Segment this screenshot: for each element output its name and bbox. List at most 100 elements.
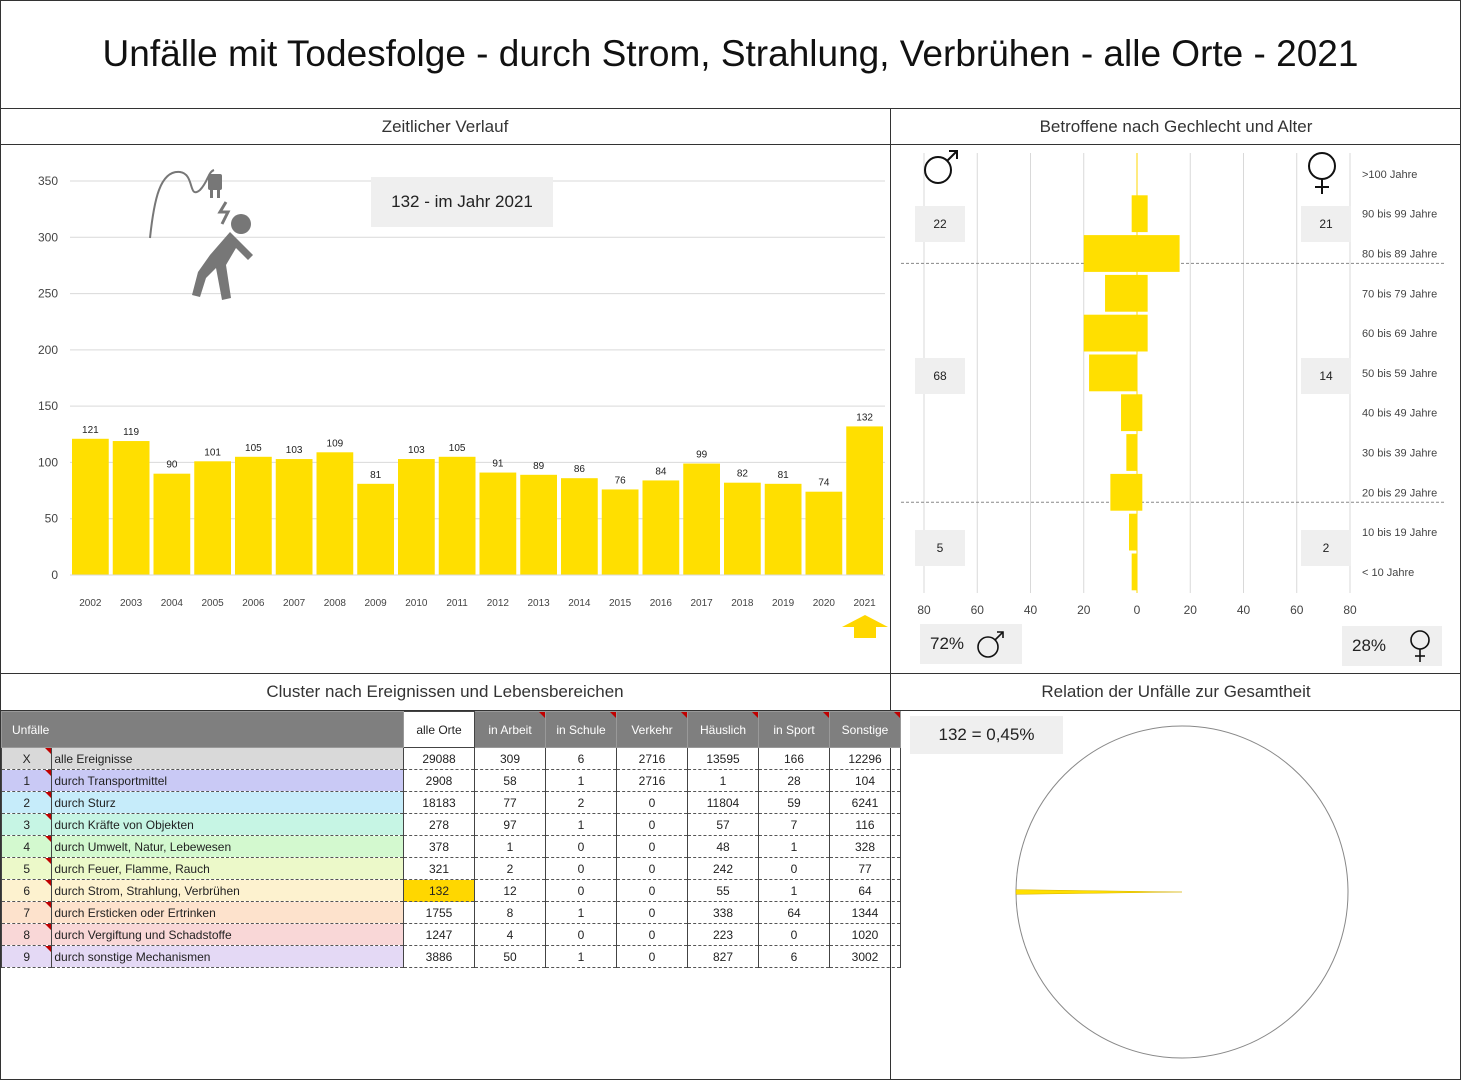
table-row: 9 durch sonstige Mechanismen 3886 50 1 0 827 6 3… — [0, 945, 901, 968]
relation-pie-chart — [1015, 725, 1349, 1059]
table-cell: 0 — [758, 857, 830, 880]
x-tick-label: 2004 — [161, 598, 184, 609]
table-cell: 0 — [616, 901, 688, 924]
female-symbol-icon — [1308, 152, 1336, 194]
table-cell: 50 — [474, 945, 546, 968]
male-bar — [1083, 314, 1137, 352]
row-index: 4 — [0, 835, 53, 858]
table-cell: 97 — [474, 813, 546, 836]
female-share-box: 28% — [1342, 626, 1442, 666]
row-label: durch sonstige Mechanismen — [51, 945, 404, 968]
table-row: 6 durch Strom, Strahlung, Verbrühen 132 12 0… — [0, 879, 901, 902]
cluster-section-title: Cluster nach Ereignissen und Lebensberei… — [266, 682, 624, 701]
table-header-sonstige: Sonstige — [829, 711, 901, 748]
female-total-under20: 2 — [1301, 530, 1351, 566]
table-cell: 1 — [687, 769, 759, 792]
bar — [479, 472, 517, 575]
x-tick-label: 2011 — [446, 598, 468, 609]
age-category-label: 10 bis 19 Jahre — [1362, 527, 1437, 539]
table-cell: 1755 — [403, 901, 475, 924]
table-cell: 278 — [403, 813, 475, 836]
table-cell: 12 — [474, 879, 546, 902]
data-label: 132 — [856, 412, 873, 423]
x-tick-label: 2005 — [202, 598, 225, 609]
row-index: 7 — [0, 901, 53, 924]
x-tick-label: 2013 — [528, 598, 551, 609]
male-bar — [1126, 434, 1137, 471]
table-cell: 1 — [758, 835, 830, 858]
table-cell: 0 — [545, 879, 617, 902]
table-cell: 0 — [545, 923, 617, 946]
table-cell: 309 — [474, 747, 546, 770]
table-row: 7 durch Ersticken oder Ertrinken 1755 8 1 0 33… — [0, 901, 901, 924]
row-index: 6 — [0, 879, 53, 902]
x-tick-label: 60 — [971, 603, 985, 617]
row-index: 1 — [0, 769, 53, 792]
row-label: durch Transportmittel — [51, 769, 404, 792]
x-tick-label: 2019 — [772, 598, 795, 609]
relation-section-title: Relation der Unfälle zur Gesamtheit — [1041, 682, 1311, 701]
row-index: 3 — [0, 813, 53, 836]
row-label: durch Umwelt, Natur, Lebewesen — [51, 835, 404, 858]
female-bar — [1137, 314, 1148, 352]
male-bar — [1110, 473, 1137, 511]
female-bar — [1137, 195, 1148, 233]
divider — [0, 144, 1461, 145]
table-cell: 0 — [616, 791, 688, 814]
age-category-label: 50 bis 59 Jahre — [1362, 368, 1437, 380]
y-tick-label: 250 — [38, 287, 58, 301]
bar — [642, 480, 680, 575]
data-label: 101 — [204, 447, 221, 458]
x-tick-label: 20 — [1077, 603, 1091, 617]
table-cell: 166 — [758, 747, 830, 770]
table-cell: 2716 — [616, 747, 688, 770]
table-cell: 3002 — [829, 945, 901, 968]
table-cell: 827 — [687, 945, 759, 968]
table-cell: 1344 — [829, 901, 901, 924]
table-cell: 328 — [829, 835, 901, 858]
table-cell: 8 — [474, 901, 546, 924]
bar — [357, 483, 394, 575]
x-tick-label: 80 — [1343, 603, 1357, 617]
female-bar — [1137, 394, 1143, 432]
table-cell: 6241 — [829, 791, 901, 814]
x-tick-label: 2021 — [854, 598, 877, 609]
male-bar — [1131, 553, 1137, 591]
table-cell: 1 — [545, 945, 617, 968]
y-tick-label: 350 — [38, 174, 58, 188]
row-index: 9 — [0, 945, 53, 968]
data-label: 109 — [327, 438, 344, 449]
male-bar — [1089, 354, 1137, 392]
age-category-label: >100 Jahre — [1362, 169, 1417, 181]
page-title: Unfälle mit Todesfolge - durch Strom, St… — [0, 0, 1461, 109]
female-bar — [1137, 235, 1180, 272]
bar — [275, 459, 313, 575]
table-cell: 59 — [758, 791, 830, 814]
data-label: 105 — [245, 443, 262, 454]
row-index: 8 — [0, 923, 53, 946]
gender-age-section-title: Betroffene nach Gechlecht und Alter — [1039, 117, 1313, 136]
row-label: durch Sturz — [51, 791, 404, 814]
row-index: 5 — [0, 857, 53, 880]
table-cell: 242 — [687, 857, 759, 880]
x-tick-label: 2002 — [79, 598, 102, 609]
x-tick-label: 2007 — [283, 598, 306, 609]
divider — [0, 673, 1461, 674]
data-label: 99 — [696, 450, 708, 461]
male-bar — [1083, 235, 1137, 272]
row-label: durch Kräfte von Objekten — [51, 813, 404, 836]
x-tick-label: 2017 — [691, 598, 714, 609]
table-cell: 1020 — [829, 923, 901, 946]
table-cell: 29088 — [403, 747, 475, 770]
table-cell: 0 — [545, 835, 617, 858]
bar — [561, 478, 598, 575]
bar — [520, 474, 557, 575]
table-cell: 57 — [687, 813, 759, 836]
row-label: durch Strom, Strahlung, Verbrühen — [51, 879, 404, 902]
female-total-20-89: 14 — [1301, 358, 1351, 394]
data-label: 86 — [574, 464, 586, 475]
x-tick-label: 40 — [1024, 603, 1038, 617]
female-total-90plus: 21 — [1301, 206, 1351, 242]
table-cell: 1 — [545, 813, 617, 836]
table-cell: 378 — [403, 835, 475, 858]
